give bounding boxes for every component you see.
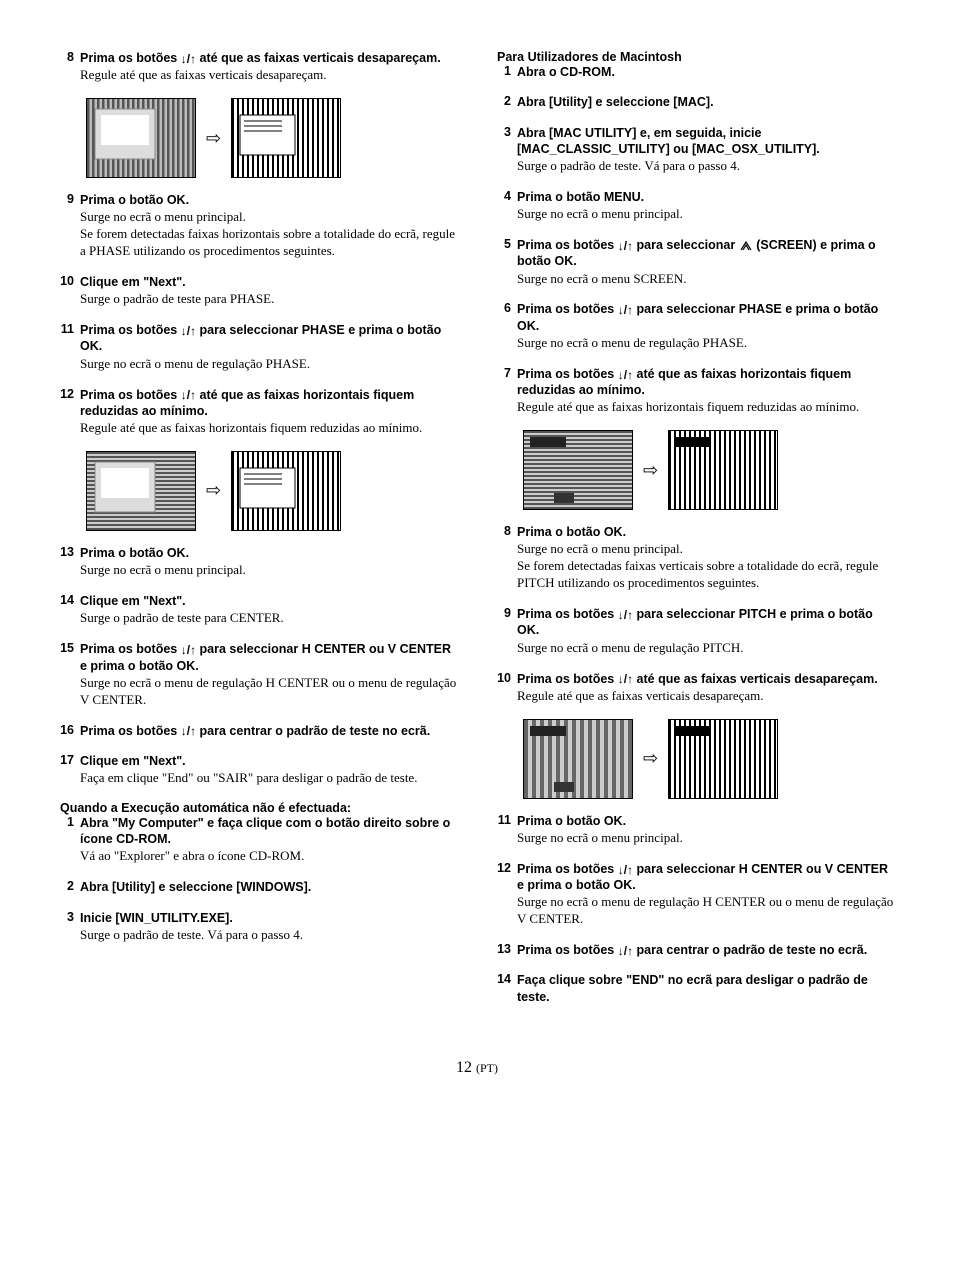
step-12: 12 Prima os botões ↓/↑ até que as faixas… <box>60 387 457 437</box>
page-footer: 12 (PT) <box>60 1059 894 1077</box>
down-up-arrows-icon: ↓/↑ <box>618 673 633 685</box>
down-up-arrows-icon: ↓/↑ <box>181 725 196 737</box>
mac-step-13: 13 Prima os botões ↓/↑ para centrar o pa… <box>497 942 894 958</box>
page-number: 12 <box>456 1059 472 1076</box>
diagram-vertical-stripes-mac: ⇨ <box>523 719 894 799</box>
transition-arrow-icon: ⇨ <box>643 748 658 769</box>
step-8: 8 Prima os botões ↓/↑ até que as faixas … <box>60 50 457 84</box>
step-17: 17 Clique em "Next". Faça em clique "End… <box>60 753 457 787</box>
step-15: 15 Prima os botões ↓/↑ para seleccionar … <box>60 641 457 708</box>
autorun-step-2: 2 Abra [Utility] e seleccione [WINDOWS]. <box>60 879 457 895</box>
down-up-arrows-icon: ↓/↑ <box>181 53 196 65</box>
mac-step-2: 2 Abra [Utility] e seleccione [MAC]. <box>497 94 894 110</box>
step-16: 16 Prima os botões ↓/↑ para centrar o pa… <box>60 723 457 739</box>
step-title: Prima os botões ↓/↑ até que as faixas ve… <box>80 50 457 66</box>
after-image <box>231 98 341 178</box>
before-image <box>523 430 633 510</box>
diagram-horizontal-stripes: ⇨ <box>86 451 457 531</box>
diagram-vertical-stripes: ⇨ <box>86 98 457 178</box>
mac-step-12: 12 Prima os botões ↓/↑ para seleccionar … <box>497 861 894 928</box>
right-column: Para Utilizadores de Macintosh 1 Abra o … <box>497 50 894 1019</box>
step-14: 14 Clique em "Next". Surge o padrão de t… <box>60 593 457 627</box>
down-up-arrows-icon: ↓/↑ <box>618 304 633 316</box>
after-image <box>668 430 778 510</box>
autorun-step-1: 1 Abra "My Computer" e faça clique com o… <box>60 815 457 865</box>
transition-arrow-icon: ⇨ <box>206 128 221 149</box>
mac-step-14: 14 Faça clique sobre "END" no ecrã para … <box>497 972 894 1005</box>
after-image <box>668 719 778 799</box>
step-10: 10 Clique em "Next". Surge o padrão de t… <box>60 274 457 308</box>
down-up-arrows-icon: ↓/↑ <box>618 864 633 876</box>
step-number: 8 <box>60 50 80 84</box>
down-up-arrows-icon: ↓/↑ <box>618 369 633 381</box>
down-up-arrows-icon: ↓/↑ <box>618 609 633 621</box>
mac-step-1: 1 Abra o CD-ROM. <box>497 64 894 80</box>
diagram-horizontal-stripes-mac: ⇨ <box>523 430 894 510</box>
left-column: 8 Prima os botões ↓/↑ até que as faixas … <box>60 50 457 1019</box>
step-desc: Regule até que as faixas verticais desap… <box>80 67 457 84</box>
after-image <box>231 451 341 531</box>
mac-step-4: 4 Prima o botão MENU. Surge no ecrã o me… <box>497 189 894 223</box>
down-up-arrows-icon: ↓/↑ <box>618 240 633 252</box>
before-image <box>86 451 196 531</box>
autorun-heading: Quando a Execução automática não é efect… <box>60 801 457 815</box>
mac-step-3: 3 Abra [MAC UTILITY] e, em seguida, inic… <box>497 125 894 175</box>
autorun-step-3: 3 Inicie [WIN_UTILITY.EXE]. Surge o padr… <box>60 910 457 944</box>
screen-icon <box>739 240 753 252</box>
mac-step-7: 7 Prima os botões ↓/↑ até que as faixas … <box>497 366 894 416</box>
mac-step-5: 5 Prima os botões ↓/↑ para seleccionar (… <box>497 237 894 287</box>
page-lang: (PT) <box>476 1061 498 1075</box>
mac-step-11: 11 Prima o botão OK. Surge no ecrã o men… <box>497 813 894 847</box>
transition-arrow-icon: ⇨ <box>206 480 221 501</box>
down-up-arrows-icon: ↓/↑ <box>181 389 196 401</box>
down-up-arrows-icon: ↓/↑ <box>181 644 196 656</box>
transition-arrow-icon: ⇨ <box>643 460 658 481</box>
before-image <box>523 719 633 799</box>
step-11: 11 Prima os botões ↓/↑ para seleccionar … <box>60 322 457 372</box>
step-9: 9 Prima o botão OK. Surge no ecrã o menu… <box>60 192 457 260</box>
step-13: 13 Prima o botão OK. Surge no ecrã o men… <box>60 545 457 579</box>
mac-step-6: 6 Prima os botões ↓/↑ para seleccionar P… <box>497 301 894 351</box>
mac-heading: Para Utilizadores de Macintosh <box>497 50 894 64</box>
mac-step-8: 8 Prima o botão OK. Surge no ecrã o menu… <box>497 524 894 592</box>
before-image <box>86 98 196 178</box>
down-up-arrows-icon: ↓/↑ <box>181 325 196 337</box>
mac-step-9: 9 Prima os botões ↓/↑ para seleccionar P… <box>497 606 894 656</box>
down-up-arrows-icon: ↓/↑ <box>618 945 633 957</box>
mac-step-10: 10 Prima os botões ↓/↑ até que as faixas… <box>497 671 894 705</box>
